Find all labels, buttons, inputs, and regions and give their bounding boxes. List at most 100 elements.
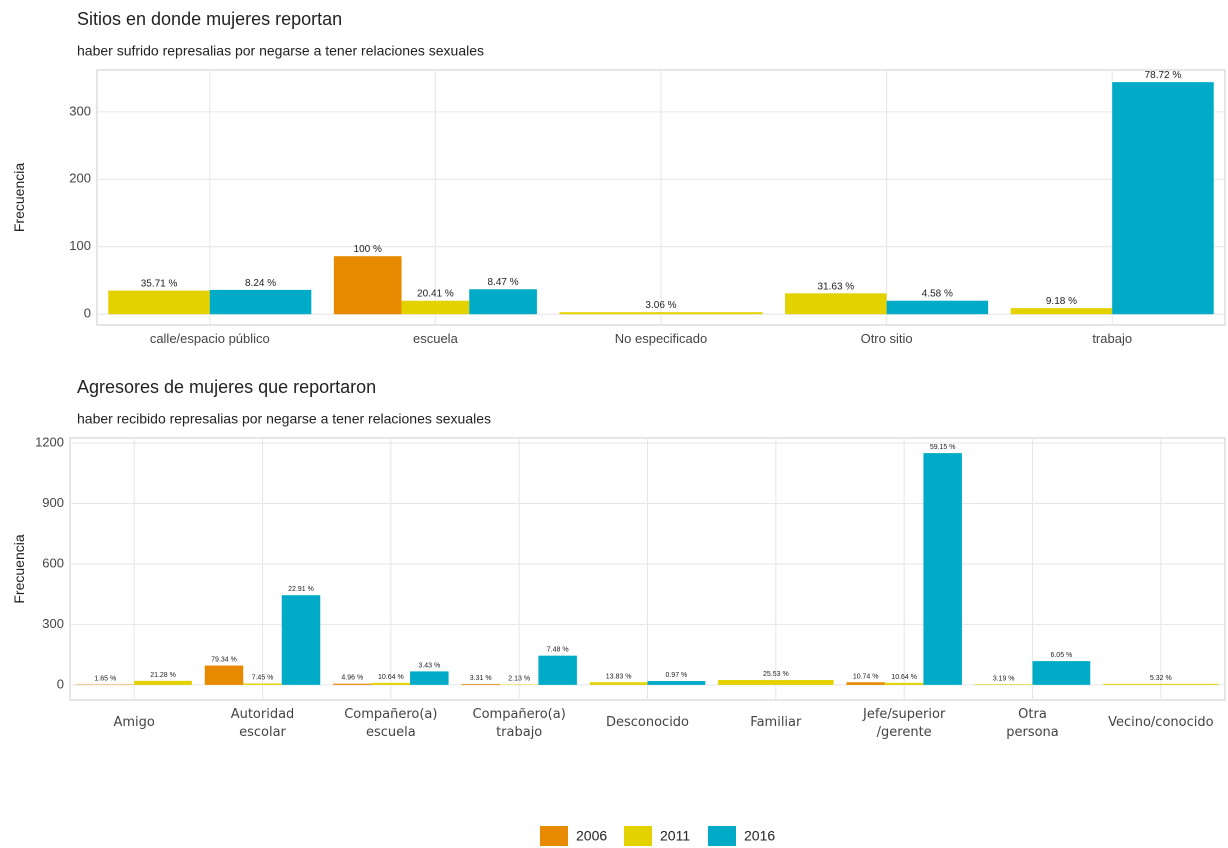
x-tick-label-line: Vecino/conocido <box>1108 715 1214 730</box>
x-tick-label: Otra persona <box>1006 707 1059 740</box>
x-tick-label: trabajo <box>1092 331 1132 346</box>
bar <box>333 256 402 315</box>
x-tick-label-line: Jefe/superior <box>862 707 946 722</box>
y-tick-label: 100 <box>69 238 91 253</box>
bar-label: 0.97 % <box>665 672 687 679</box>
x-tick-label-line: trabajo <box>496 725 542 740</box>
x-tick-label-line: /gerente <box>877 725 932 740</box>
bar <box>281 595 321 685</box>
bar <box>243 683 282 685</box>
bar <box>204 665 244 685</box>
bar-label: 21.28 % <box>150 672 176 679</box>
bar-label: 13.83 % <box>606 673 632 680</box>
bar <box>1010 308 1113 315</box>
bar <box>469 289 537 315</box>
legend-label: 2016 <box>744 828 775 844</box>
x-tick-label-line: Compañero(a) <box>344 707 437 722</box>
bar-label: 3.19 % <box>993 675 1015 682</box>
x-tick-label: No especificado <box>615 331 708 346</box>
x-tick-label: escuela <box>413 331 459 346</box>
bar <box>538 655 577 685</box>
chart-subtitle: haber recibido represalias por negarse a… <box>77 411 491 427</box>
x-tick-label: Vecino/conocido <box>1108 715 1214 730</box>
bar-label: 22.91 % <box>288 586 314 593</box>
x-tick-label: Compañero(a) escuela <box>344 707 437 740</box>
bar-label: 10.64 % <box>891 674 917 681</box>
legend-swatch <box>708 826 736 846</box>
bar-label: 20.41 % <box>417 289 454 300</box>
bar <box>410 671 449 685</box>
bar <box>1103 683 1219 685</box>
bar-label: 8.24 % <box>245 278 276 289</box>
x-tick-label-line: escuela <box>366 725 416 740</box>
bar-label: 31.63 % <box>817 281 854 292</box>
bar-label: 59.15 % <box>930 444 956 451</box>
x-tick-label: Compañero(a) trabajo <box>473 707 566 740</box>
legend-swatch <box>540 826 568 846</box>
bar-label: 4.58 % <box>922 289 953 300</box>
x-tick-label: Autoridad escolar <box>231 707 295 740</box>
chart-subtitle: haber sufrido represalias por negarse a … <box>77 43 484 59</box>
bar <box>886 300 989 315</box>
x-tick-label: Familiar <box>750 715 802 730</box>
bar <box>647 681 706 685</box>
y-tick-label: 300 <box>69 103 91 118</box>
y-axis-label: Frecuencia <box>11 534 27 603</box>
bar <box>785 293 887 315</box>
bar <box>846 682 885 685</box>
x-tick-label: Amigo <box>113 715 154 730</box>
x-tick-label: Desconocido <box>606 715 689 730</box>
bar <box>1112 82 1214 315</box>
bar <box>1032 661 1091 685</box>
bar-label: 6.05 % <box>1050 652 1072 659</box>
y-tick-label: 200 <box>69 171 91 186</box>
bar-label: 10.74 % <box>853 673 879 680</box>
y-tick-label: 600 <box>42 555 64 570</box>
bar-label: 5.32 % <box>1150 675 1172 682</box>
bar-label: 25.53 % <box>763 671 789 678</box>
legend-swatch <box>624 826 652 846</box>
x-tick-label: calle/espacio público <box>150 331 270 346</box>
x-tick-label-line: Familiar <box>750 715 802 730</box>
y-tick-label: 300 <box>42 616 64 631</box>
y-tick-label: 0 <box>57 676 64 691</box>
bar <box>461 684 500 685</box>
bar-label: 3.06 % <box>645 300 676 311</box>
bar-label: 9.18 % <box>1046 296 1077 307</box>
x-tick-label: Otro sitio <box>861 331 913 346</box>
bar-label: 3.31 % <box>470 675 492 682</box>
x-tick-label-line: Otra <box>1018 707 1047 722</box>
bar <box>134 680 192 685</box>
chart-title: Agresores de mujeres que reportaron <box>77 377 376 397</box>
bar-label: 1.65 % <box>94 675 116 682</box>
x-tick-label-line: Amigo <box>113 715 154 730</box>
y-axis-label: Frecuencia <box>11 163 27 232</box>
bar <box>923 453 962 685</box>
chart-title: Sitios en donde mujeres reportan <box>77 9 342 29</box>
bar <box>589 682 648 685</box>
x-tick-label: Jefe/superior/gerente <box>862 707 946 740</box>
bar-label: 2.13 % <box>508 675 530 682</box>
bar-label: 35.71 % <box>141 279 178 290</box>
bar-label: 10.64 % <box>378 674 404 681</box>
legend-label: 2006 <box>576 828 607 844</box>
x-tick-label-line: persona <box>1006 725 1059 740</box>
bar <box>333 683 372 685</box>
bar <box>718 680 834 685</box>
x-tick-label-line: escolar <box>239 725 286 740</box>
bar-label: 7.45 % <box>252 674 274 681</box>
bar <box>371 682 411 685</box>
x-tick-label-line: Desconocido <box>606 715 689 730</box>
bar-label: 100 % <box>354 244 382 255</box>
bar-label: 7.48 % <box>547 647 569 654</box>
bar <box>108 290 210 315</box>
bar <box>209 289 312 315</box>
x-tick-label-line: Autoridad <box>231 707 295 722</box>
bar-label: 78.72 % <box>1145 70 1182 81</box>
bar <box>401 300 470 315</box>
y-tick-label: 0 <box>84 306 91 321</box>
x-tick-label-line: Compañero(a) <box>473 707 566 722</box>
bar-label: 4.96 % <box>341 675 363 682</box>
y-tick-label: 1200 <box>35 434 64 449</box>
